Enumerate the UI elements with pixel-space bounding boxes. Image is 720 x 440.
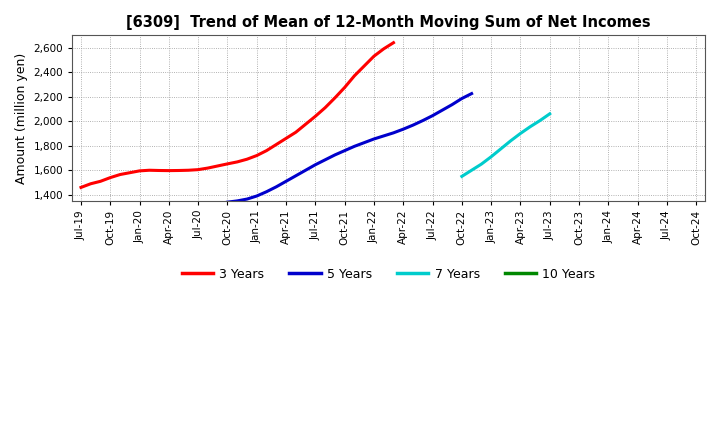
3 Years: [135, 168, 144, 173]
5 Years: [399, 127, 408, 132]
5 Years: [233, 198, 242, 204]
3 Years: [262, 148, 271, 153]
3 Years: [165, 168, 174, 173]
3 Years: [390, 40, 398, 45]
3 Years: [155, 168, 163, 173]
7 Years: [457, 174, 466, 179]
5 Years: [292, 173, 300, 178]
5 Years: [243, 196, 251, 202]
7 Years: [526, 124, 534, 129]
7 Years: [487, 154, 495, 159]
5 Years: [321, 157, 330, 162]
3 Years: [213, 163, 222, 169]
5 Years: [253, 193, 261, 198]
3 Years: [301, 121, 310, 127]
7 Years: [467, 168, 476, 173]
5 Years: [360, 140, 369, 145]
5 Years: [438, 107, 446, 113]
7 Years: [477, 161, 486, 167]
Y-axis label: Amount (million yen): Amount (million yen): [15, 52, 28, 184]
5 Years: [467, 91, 476, 96]
Line: 5 Years: 5 Years: [228, 94, 472, 202]
5 Years: [379, 133, 388, 139]
7 Years: [497, 146, 505, 151]
3 Years: [282, 136, 290, 141]
3 Years: [341, 85, 349, 90]
Line: 7 Years: 7 Years: [462, 114, 550, 176]
3 Years: [272, 142, 281, 147]
5 Years: [282, 179, 290, 184]
5 Years: [390, 130, 398, 136]
3 Years: [243, 157, 251, 162]
3 Years: [76, 185, 85, 190]
3 Years: [379, 46, 388, 51]
3 Years: [184, 168, 193, 173]
3 Years: [321, 105, 330, 110]
5 Years: [262, 189, 271, 194]
5 Years: [350, 144, 359, 149]
7 Years: [536, 118, 544, 123]
7 Years: [506, 138, 515, 143]
7 Years: [516, 131, 525, 136]
3 Years: [360, 63, 369, 69]
3 Years: [223, 161, 232, 166]
7 Years: [546, 111, 554, 117]
5 Years: [272, 184, 281, 190]
3 Years: [96, 179, 105, 184]
Title: [6309]  Trend of Mean of 12-Month Moving Sum of Net Incomes: [6309] Trend of Mean of 12-Month Moving …: [126, 15, 651, 30]
3 Years: [350, 73, 359, 78]
5 Years: [369, 136, 378, 142]
3 Years: [86, 181, 95, 187]
5 Years: [223, 199, 232, 205]
3 Years: [125, 170, 134, 176]
3 Years: [145, 168, 153, 173]
3 Years: [311, 114, 320, 119]
3 Years: [106, 175, 114, 180]
Legend: 3 Years, 5 Years, 7 Years, 10 Years: 3 Years, 5 Years, 7 Years, 10 Years: [177, 263, 600, 286]
3 Years: [116, 172, 125, 177]
3 Years: [369, 54, 378, 59]
3 Years: [174, 168, 183, 173]
5 Years: [428, 113, 437, 118]
3 Years: [330, 95, 339, 100]
5 Years: [311, 162, 320, 167]
5 Years: [330, 152, 339, 158]
5 Years: [448, 102, 456, 107]
5 Years: [418, 118, 427, 123]
5 Years: [409, 122, 418, 128]
3 Years: [292, 130, 300, 135]
3 Years: [233, 159, 242, 165]
3 Years: [253, 153, 261, 158]
3 Years: [194, 167, 202, 172]
5 Years: [301, 168, 310, 173]
Line: 3 Years: 3 Years: [81, 43, 394, 187]
5 Years: [457, 96, 466, 101]
3 Years: [204, 165, 212, 171]
5 Years: [341, 148, 349, 153]
